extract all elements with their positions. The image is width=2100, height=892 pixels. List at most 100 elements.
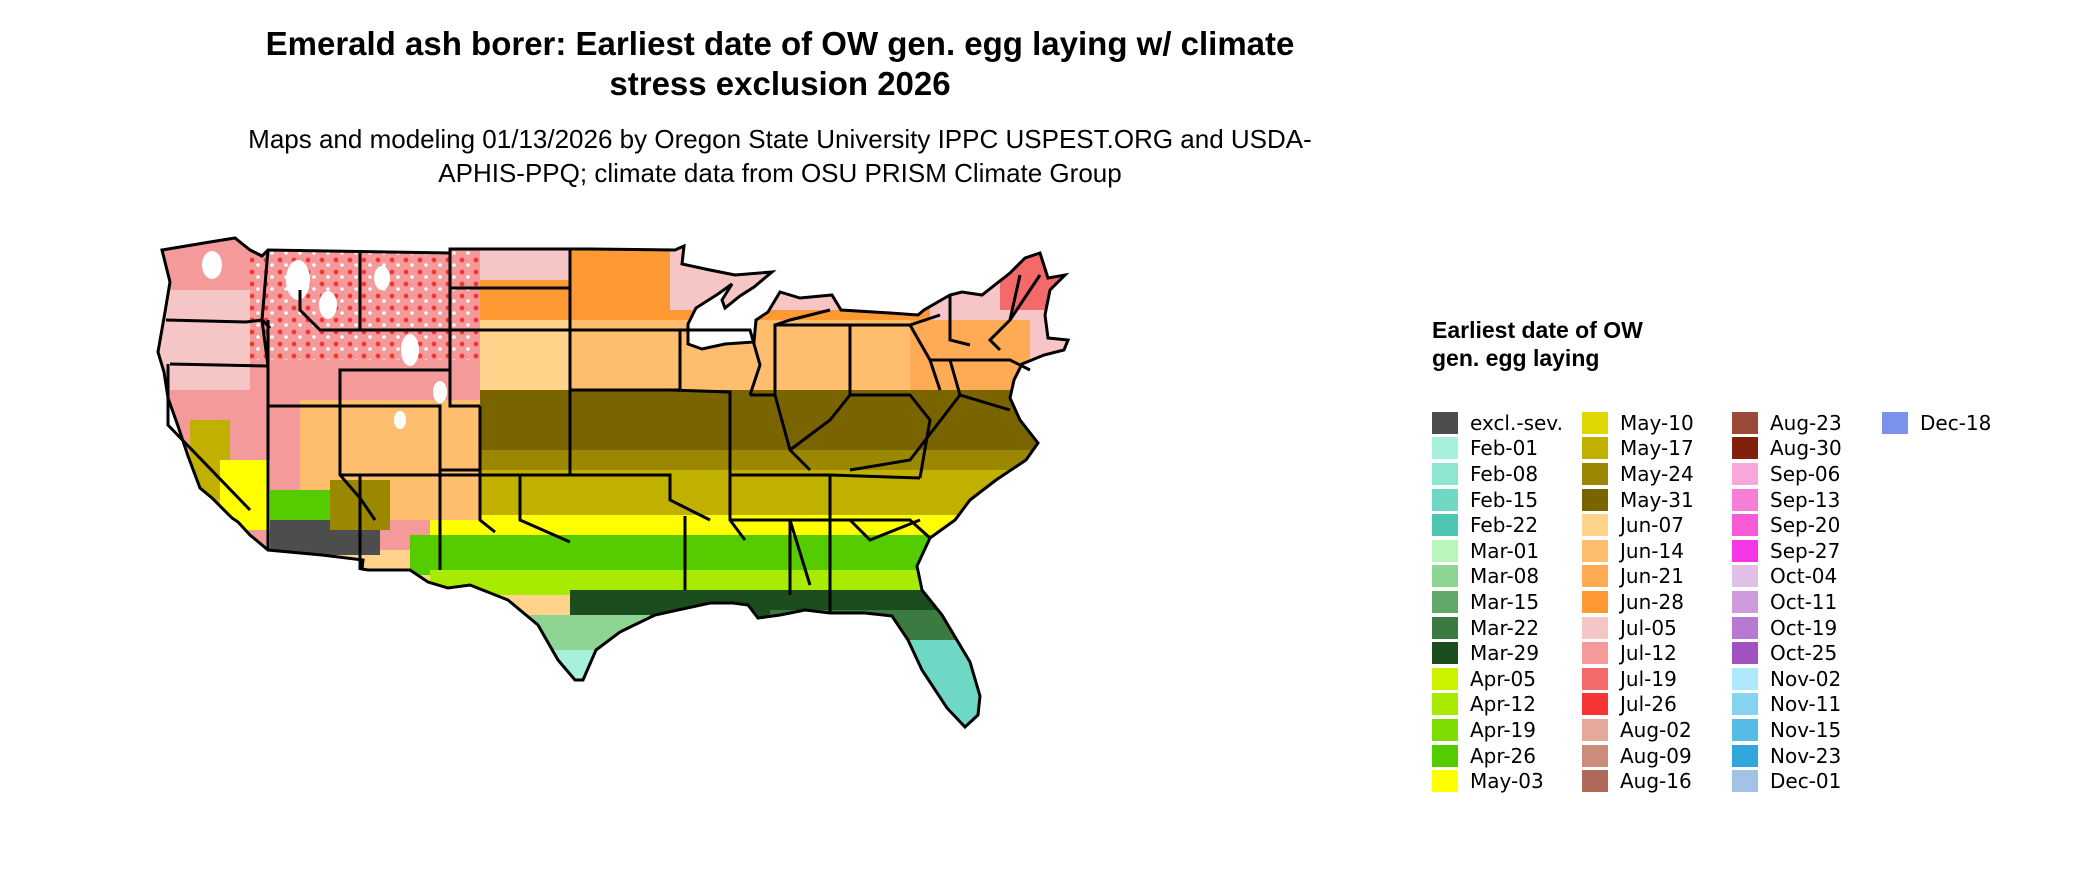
- legend-swatch: [1432, 667, 1458, 690]
- legend-item: May-03: [1432, 768, 1592, 794]
- legend-label: Sep-06: [1770, 461, 1841, 486]
- legend-label: Mar-08: [1470, 564, 1540, 589]
- legend-item: Aug-23: [1732, 410, 1892, 436]
- legend-label: Dec-18: [1920, 410, 1992, 435]
- legend-swatch: [1582, 462, 1608, 485]
- legend-item: Jun-21: [1582, 564, 1742, 590]
- legend-label: Nov-15: [1770, 717, 1842, 742]
- legend-swatch: [1432, 539, 1458, 562]
- legend-label: Feb-22: [1470, 513, 1539, 538]
- map-fill: [158, 238, 1068, 727]
- legend-label: Oct-19: [1770, 615, 1838, 640]
- legend-swatch: [1432, 770, 1458, 793]
- legend-item: Feb-15: [1432, 487, 1592, 513]
- legend-swatch: [1582, 718, 1608, 741]
- legend-item: Apr-19: [1432, 717, 1592, 743]
- legend-label: Aug-23: [1770, 410, 1842, 435]
- legend-label: Nov-11: [1770, 692, 1842, 717]
- legend-swatch: [1732, 411, 1758, 434]
- legend-item: Oct-25: [1732, 640, 1892, 666]
- legend-swatch: [1432, 718, 1458, 741]
- us-map: [150, 220, 1400, 890]
- legend-item: Sep-20: [1732, 512, 1892, 538]
- legend-item: Sep-27: [1732, 538, 1892, 564]
- legend-label: Apr-19: [1470, 717, 1536, 742]
- legend-swatch: [1732, 437, 1758, 460]
- legend-label: Feb-15: [1470, 487, 1539, 512]
- legend-swatch: [1432, 565, 1458, 588]
- legend-item: Jun-07: [1582, 512, 1742, 538]
- legend-label: Sep-27: [1770, 538, 1841, 563]
- legend-label: Jun-07: [1620, 513, 1684, 538]
- legend-label: Jun-21: [1620, 564, 1684, 589]
- legend-label: Aug-09: [1620, 743, 1692, 768]
- legend-item: Mar-22: [1432, 615, 1592, 641]
- legend-item: Aug-30: [1732, 436, 1892, 462]
- legend-swatch: [1432, 744, 1458, 767]
- legend-label: Jun-14: [1620, 538, 1684, 563]
- legend-item: Aug-02: [1582, 717, 1742, 743]
- legend-swatch: [1582, 411, 1608, 434]
- legend-title: Earliest date of OW gen. egg laying: [1432, 317, 1643, 371]
- legend-label: Mar-15: [1470, 589, 1540, 614]
- legend-swatch: [1582, 539, 1608, 562]
- legend-swatch: [1432, 514, 1458, 537]
- legend-swatch: [1732, 718, 1758, 741]
- legend-label: Oct-11: [1770, 589, 1838, 614]
- legend-column: Aug-23 Aug-30 Sep-06 Sep-13 Sep-20 Sep-27 Oct-…: [1732, 410, 1892, 794]
- legend-label: Aug-30: [1770, 436, 1842, 461]
- legend-item: Aug-16: [1582, 768, 1742, 794]
- legend-swatch: [1732, 693, 1758, 716]
- legend-item: Apr-05: [1432, 666, 1592, 692]
- legend-swatch: [1582, 770, 1608, 793]
- legend-swatch: [1432, 462, 1458, 485]
- legend-item: Sep-06: [1732, 461, 1892, 487]
- legend-item: Nov-11: [1732, 692, 1892, 718]
- legend-swatch: [1582, 437, 1608, 460]
- legend-swatch: [1882, 411, 1908, 434]
- legend-swatch: [1732, 770, 1758, 793]
- legend-label: excl.-sev.: [1470, 410, 1563, 435]
- legend-swatch: [1582, 565, 1608, 588]
- legend-item: Oct-11: [1732, 589, 1892, 615]
- legend-item: Jun-14: [1582, 538, 1742, 564]
- legend-label: Nov-02: [1770, 666, 1842, 691]
- legend-label: Aug-16: [1620, 769, 1692, 794]
- legend-item: Mar-29: [1432, 640, 1592, 666]
- legend-item: excl.-sev.: [1432, 410, 1592, 436]
- legend-label: Apr-12: [1470, 692, 1536, 717]
- legend-item: Nov-23: [1732, 743, 1892, 769]
- map-title: Emerald ash borer: Earliest date of OW g…: [265, 25, 1295, 102]
- legend-column: May-10 May-17 May-24 May-31 Jun-07 Jun-14 Jun-…: [1582, 410, 1742, 794]
- legend-swatch: [1582, 642, 1608, 665]
- legend-swatch: [1432, 616, 1458, 639]
- legend-label: Mar-29: [1470, 641, 1540, 666]
- legend-column: Dec-18: [1882, 410, 2042, 436]
- legend-label: May-24: [1620, 461, 1694, 486]
- legend-item: Nov-15: [1732, 717, 1892, 743]
- legend-item: Dec-18: [1882, 410, 2042, 436]
- legend-label: Apr-05: [1470, 666, 1536, 691]
- legend-swatch: [1732, 514, 1758, 537]
- legend-item: Mar-15: [1432, 589, 1592, 615]
- legend-swatch: [1432, 693, 1458, 716]
- legend-swatch: [1582, 693, 1608, 716]
- legend: excl.-sev. Feb-01 Feb-08 Feb-15 Feb-22 Mar-01…: [1432, 410, 2072, 802]
- legend-item: Feb-08: [1432, 461, 1592, 487]
- legend-column: excl.-sev. Feb-01 Feb-08 Feb-15 Feb-22 Mar-01…: [1432, 410, 1592, 794]
- legend-item: Mar-01: [1432, 538, 1592, 564]
- legend-label: Sep-20: [1770, 513, 1841, 538]
- legend-label: Dec-01: [1770, 769, 1842, 794]
- legend-swatch: [1732, 616, 1758, 639]
- legend-label: Jul-26: [1620, 692, 1677, 717]
- legend-swatch: [1582, 590, 1608, 613]
- legend-swatch: [1732, 642, 1758, 665]
- legend-item: May-24: [1582, 461, 1742, 487]
- map-subtitle: Maps and modeling 01/13/2026 by Oregon S…: [248, 124, 1312, 188]
- legend-label: Aug-02: [1620, 717, 1692, 742]
- legend-item: Oct-19: [1732, 615, 1892, 641]
- legend-label: May-10: [1620, 410, 1694, 435]
- state-boundaries: [156, 236, 1070, 729]
- legend-swatch: [1432, 437, 1458, 460]
- snow-patches: [202, 251, 447, 429]
